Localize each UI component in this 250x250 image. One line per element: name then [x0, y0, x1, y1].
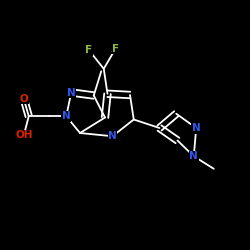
Text: N: N: [67, 88, 76, 98]
Text: N: N: [192, 123, 200, 133]
Text: N: N: [190, 151, 198, 161]
Text: F: F: [112, 44, 119, 54]
Text: F: F: [85, 45, 92, 55]
Text: OH: OH: [15, 130, 32, 140]
Text: N: N: [62, 111, 71, 121]
Text: N: N: [108, 131, 117, 141]
Text: O: O: [20, 94, 28, 104]
